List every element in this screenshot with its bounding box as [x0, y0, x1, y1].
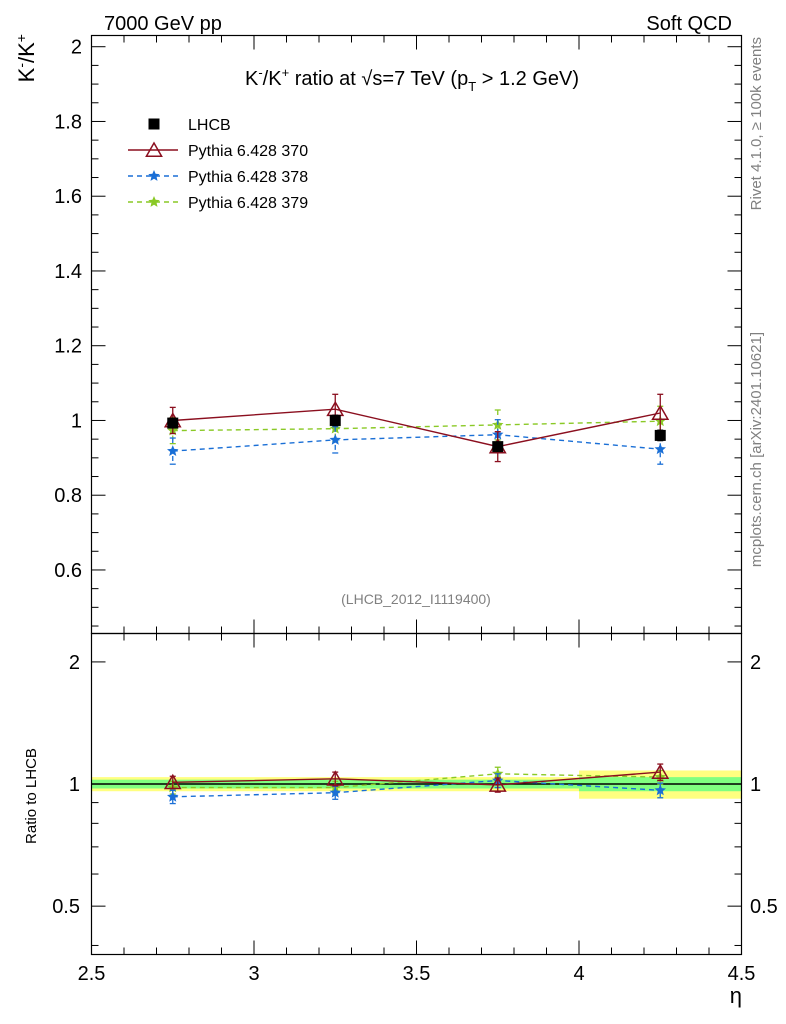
- ylabel-sup2: +: [13, 34, 29, 42]
- title-slash: /K: [263, 68, 283, 90]
- x-tick-label: 2.5: [78, 963, 106, 985]
- ratio-p370-point: [488, 776, 507, 792]
- ratio-p370-point: [163, 773, 182, 790]
- rivet-label: Rivet 4.1.0, ≥ 100k events: [748, 37, 765, 210]
- mcplots-label: mcplots.cern.ch [arXiv:2401.10621]: [748, 332, 765, 567]
- main-series: [163, 393, 670, 465]
- ylabel-k: K: [14, 67, 39, 82]
- main-ylabel: K-/K+: [13, 34, 39, 82]
- ratio-p378-line: [172, 779, 661, 798]
- main-y-tick-label: 2: [71, 37, 82, 59]
- title-sup-plus: +: [282, 65, 290, 80]
- main-p378-point: [329, 433, 341, 445]
- main-y-tick-label: 1.6: [54, 186, 82, 208]
- main-data-point: [654, 429, 666, 441]
- title-sup-minus: -: [258, 65, 262, 80]
- header-right: Soft QCD: [646, 13, 732, 35]
- x-axis-label: η: [730, 983, 742, 1008]
- title-energy: =7 TeV (p: [382, 68, 468, 90]
- legend: LHCB Pythia 6.428 370 Pythia 6.428 378 Pyth…: [128, 117, 308, 212]
- header-left: 7000 GeV pp: [104, 13, 222, 35]
- main-p378-line: [172, 433, 661, 452]
- legend-p378-marker: [148, 170, 160, 181]
- main-p379-line: [172, 420, 661, 432]
- title-sqrt: √s: [361, 68, 382, 90]
- ratio-p378-point: [654, 784, 666, 796]
- ylabel-mid: /K: [14, 42, 39, 63]
- main-title: K-/K+ ratio at √s=7 TeV (pT > 1.2 GeV): [245, 65, 579, 94]
- main-y-tick-label: 1: [71, 410, 82, 432]
- ratio-y-tick-label-left: 2: [69, 652, 80, 674]
- main-y-tick-label: 1.2: [54, 336, 82, 358]
- title-rest: ratio at: [289, 68, 361, 90]
- legend-p370-marker: [145, 141, 163, 157]
- legend-label: Pythia 6.428 370: [188, 143, 308, 160]
- title-k: K: [245, 68, 259, 90]
- ratio-y-tick-label-right: 2: [750, 652, 761, 674]
- main-data-point: [329, 414, 341, 426]
- legend-label: Pythia 6.428 379: [188, 195, 308, 212]
- analysis-id: (LHCB_2012_I1119400): [341, 591, 491, 607]
- legend-data-marker: [148, 118, 160, 130]
- ratio-p370-point: [651, 763, 670, 780]
- legend-p379-marker: [148, 196, 160, 207]
- ratio-frame: [90, 632, 743, 956]
- ratio-y-tick-label-left: 0.5: [52, 896, 80, 918]
- ratio-p370-point: [326, 770, 345, 786]
- ratio-p378-point: [167, 790, 179, 802]
- title-sub: T: [468, 79, 476, 94]
- x-tick-label: 4.5: [728, 963, 756, 985]
- x-tick-label: 3: [248, 963, 259, 985]
- axis-tick-labels: 2.5 3 3.5 4 4.5 0.6 0.8 1 1.2 1.4 1.6 1.8 2 0.5 0.5 1 1 2…: [52, 37, 778, 985]
- ratio-p370-line: [172, 771, 661, 786]
- main-y-tick-label: 0.6: [54, 560, 82, 582]
- legend-label: LHCB: [188, 117, 231, 134]
- ratio-p378-point: [329, 786, 341, 798]
- ratio-y-tick-label-right: 1: [750, 774, 761, 796]
- ratio-y-tick-label-right: 0.5: [750, 896, 778, 918]
- main-data-point: [167, 417, 179, 429]
- x-tick-label: 4: [573, 963, 584, 985]
- ylabel-sup1: -: [13, 63, 29, 68]
- main-p378-point: [654, 443, 666, 455]
- ratio-y-tick-label-left: 1: [69, 774, 80, 796]
- ratio-uncertainty-bands: [91, 770, 742, 799]
- main-p370-line: [172, 408, 661, 448]
- main-p378-point: [167, 445, 179, 456]
- x-tick-label: 3.5: [403, 963, 431, 985]
- main-y-tick-label: 1.8: [54, 111, 82, 133]
- main-p370-point: [651, 404, 670, 420]
- main-data-point: [492, 441, 504, 453]
- ratio-p379-line: [172, 773, 661, 789]
- legend-label: Pythia 6.428 378: [188, 169, 308, 186]
- main-y-tick-label: 0.8: [54, 485, 82, 507]
- ratio-series: [163, 763, 670, 805]
- ratio-ylabel: Ratio to LHCB: [23, 748, 40, 844]
- main-y-tick-label: 1.4: [54, 261, 82, 283]
- title-cut: > 1.2 GeV): [476, 68, 579, 90]
